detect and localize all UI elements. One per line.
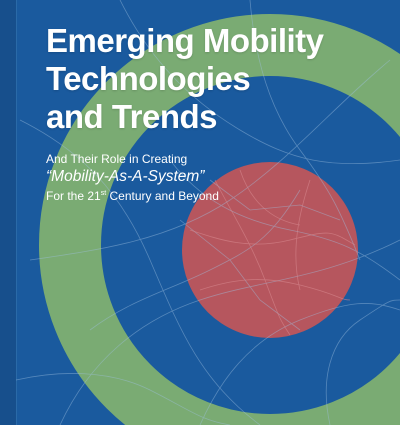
inner-circle — [182, 162, 358, 338]
subtitle-line-1: And Their Role in Creating — [46, 152, 188, 166]
inner-map-lines — [189, 169, 356, 336]
subtitle-line-2: “Mobility-As-A-System” — [46, 168, 205, 185]
report-subtitle: And Their Role in Creating “Mobility-As-… — [46, 151, 366, 204]
subtitle-line-3-prefix: For the 21 — [46, 189, 101, 203]
subtitle-line-3-suffix: Century and Beyond — [106, 189, 219, 203]
subtitle-line-3-ordinal: st — [100, 190, 107, 197]
outer-ring — [39, 14, 400, 425]
subtitle-line-3: For the 21st Century and Beyond — [46, 186, 366, 204]
street-map-lines — [15, 0, 400, 425]
report-title: Emerging Mobility Technologies and Trend… — [46, 22, 386, 136]
book-spine — [0, 0, 17, 425]
title-line-1: Emerging Mobility — [46, 22, 324, 59]
title-line-3: and Trends — [46, 98, 218, 135]
title-line-2: Technologies — [46, 60, 251, 97]
